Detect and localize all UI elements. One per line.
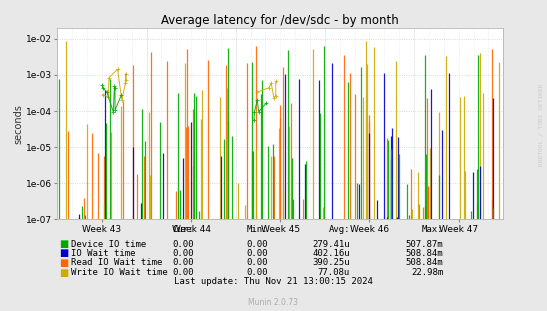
Text: 0.00: 0.00 [173, 268, 194, 277]
Text: ■: ■ [59, 239, 68, 249]
Title: Average latency for /dev/sdc - by month: Average latency for /dev/sdc - by month [161, 14, 399, 27]
Text: Read IO Wait time: Read IO Wait time [71, 258, 162, 267]
Text: Avg:: Avg: [329, 225, 350, 234]
Text: 508.84m: 508.84m [405, 249, 443, 258]
Text: 77.08u: 77.08u [318, 268, 350, 277]
Text: 507.87m: 507.87m [405, 240, 443, 248]
Text: Min:: Min: [247, 225, 268, 234]
Text: 508.84m: 508.84m [405, 258, 443, 267]
Text: ■: ■ [59, 268, 68, 278]
Text: 0.00: 0.00 [173, 258, 194, 267]
Y-axis label: seconds: seconds [13, 104, 23, 144]
Text: 0.00: 0.00 [247, 268, 268, 277]
Text: Write IO Wait time: Write IO Wait time [71, 268, 168, 277]
Text: Munin 2.0.73: Munin 2.0.73 [248, 298, 299, 307]
Text: 0.00: 0.00 [247, 240, 268, 248]
Text: 0.00: 0.00 [247, 249, 268, 258]
Text: IO Wait time: IO Wait time [71, 249, 136, 258]
Text: 22.98m: 22.98m [411, 268, 443, 277]
Text: Device IO time: Device IO time [71, 240, 147, 248]
Text: 390.25u: 390.25u [312, 258, 350, 267]
Text: 0.00: 0.00 [173, 249, 194, 258]
Text: Max:: Max: [422, 225, 443, 234]
Text: 402.16u: 402.16u [312, 249, 350, 258]
Text: Last update: Thu Nov 21 13:00:15 2024: Last update: Thu Nov 21 13:00:15 2024 [174, 276, 373, 285]
Text: ■: ■ [59, 258, 68, 268]
Text: ■: ■ [59, 248, 68, 258]
Text: RRDTOOL / TOBI OETIKER: RRDTOOL / TOBI OETIKER [538, 83, 543, 166]
Text: 279.41u: 279.41u [312, 240, 350, 248]
Text: Cur:: Cur: [173, 225, 194, 234]
Text: 0.00: 0.00 [247, 258, 268, 267]
Text: 0.00: 0.00 [173, 240, 194, 248]
